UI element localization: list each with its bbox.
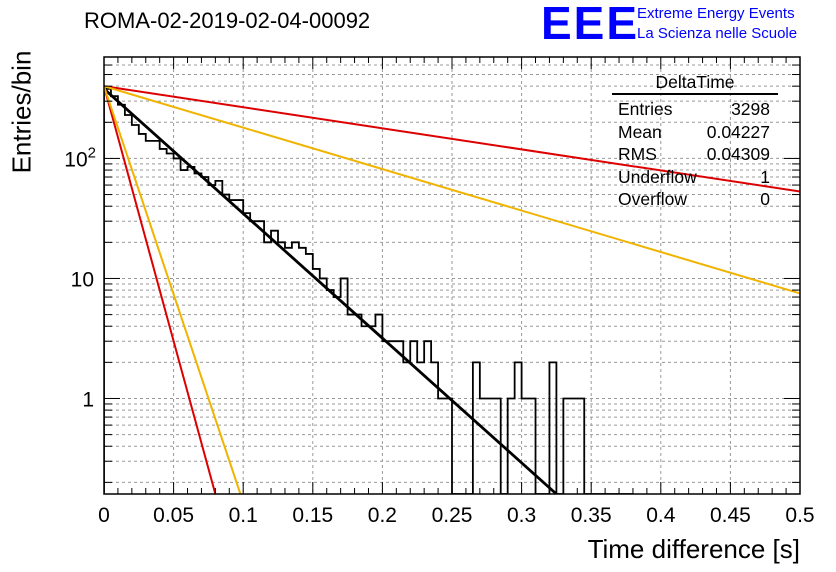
- stats-value: 0: [760, 189, 770, 209]
- stats-box: DeltaTime Entries 3298 Mean 0.04227 RMS 0.0…: [612, 72, 778, 211]
- stats-value: 3298: [731, 99, 770, 119]
- y-tick-label: 1: [82, 388, 94, 411]
- x-axis-label: Time difference [s]: [587, 534, 800, 564]
- y-axis-label: Entries/bin: [6, 50, 37, 174]
- fit-line: [104, 87, 558, 494]
- stats-label: Underflow: [618, 166, 697, 187]
- x-tick-label: 0.15: [292, 504, 333, 527]
- stats-label: Overflow: [618, 189, 688, 209]
- stats-label: Mean: [618, 121, 662, 142]
- x-tick-label: 0.45: [710, 504, 751, 527]
- stats-row: Underflow 1: [612, 166, 778, 189]
- x-tick-label: 0.2: [368, 504, 397, 527]
- x-tick-label: 0.35: [571, 504, 612, 527]
- x-tick-label: 0.3: [507, 504, 536, 527]
- logo-line-2: La Scienza nelle Scuole: [637, 25, 798, 42]
- x-tick-label: 0.4: [646, 504, 676, 527]
- fit-line: [104, 85, 800, 193]
- stats-label: RMS: [618, 144, 657, 164]
- y-tick-label: 102: [64, 144, 96, 171]
- x-tick-label: 0: [98, 504, 110, 527]
- eee-logo: EEE: [541, 0, 640, 49]
- stats-value: 0.04309: [706, 144, 770, 164]
- stats-row: Entries 3298: [612, 98, 778, 121]
- logo-line-1: Extreme Energy Events: [637, 5, 795, 22]
- fit-line: [104, 85, 217, 494]
- chart-title: ROMA-02-2019-02-04-00092: [84, 8, 371, 33]
- x-tick-label: 0.1: [229, 504, 258, 527]
- y-tick-label: 10: [71, 268, 94, 291]
- stats-value: 0.04227: [706, 121, 770, 142]
- fit-line: [104, 85, 800, 295]
- fit-line: [104, 85, 242, 494]
- stats-label: Entries: [618, 99, 673, 119]
- histogram-series: [104, 87, 633, 494]
- stats-row: Mean 0.04227: [612, 121, 778, 144]
- stats-row: Overflow 0: [612, 188, 778, 211]
- x-tick-label: 0.05: [153, 504, 194, 527]
- stats-row: RMS 0.04309: [612, 143, 778, 166]
- x-tick-label: 0.25: [432, 504, 473, 527]
- x-tick-label: 0.5: [785, 504, 814, 527]
- stats-value: 1: [760, 166, 770, 187]
- stats-title: DeltaTime: [612, 72, 778, 95]
